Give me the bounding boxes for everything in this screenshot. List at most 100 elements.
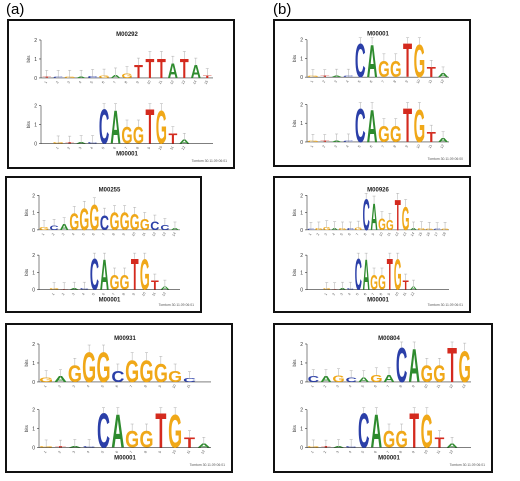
a2-bottom-x-tick-label: 8 bbox=[122, 292, 126, 296]
b2-top-y-tick-label: 0 bbox=[300, 228, 303, 234]
a1-top-letter: T bbox=[42, 77, 52, 78]
a1-top-letter: G bbox=[121, 73, 133, 80]
a1-bottom-letter: C bbox=[87, 142, 98, 144]
a3-bottom-x-tick-label: 4 bbox=[86, 450, 90, 454]
a2-top-x-tick-label: 1 bbox=[41, 233, 45, 237]
a2-bottom-letter: A bbox=[100, 250, 109, 299]
b3-top-letter: A bbox=[320, 375, 331, 384]
a3-top-letter: G bbox=[82, 344, 96, 391]
b1-bottom-letter: C bbox=[355, 99, 366, 153]
a2-bottom-y-axis-label: bits bbox=[24, 268, 29, 276]
b3-bottom-x-tick-label: 8 bbox=[399, 450, 403, 454]
a2-top-y-tick-label: 2 bbox=[32, 193, 35, 199]
a3-bottom-x-tick-label: 3 bbox=[72, 450, 76, 454]
b3-tomtom-note: Tomtom 30.11.09 06:01 bbox=[450, 463, 485, 467]
a1-top-x-tick-label: 6 bbox=[101, 81, 105, 85]
a2-bottom-x-tick-label: 4 bbox=[81, 292, 85, 296]
a1-bottom-x-tick-label: 7 bbox=[124, 146, 128, 150]
b3-bottom-letter: T bbox=[435, 435, 445, 451]
b2-bottom-x-tick-label: 8 bbox=[379, 292, 383, 296]
a1-top-x-tick-label: 7 bbox=[112, 81, 116, 85]
a1-top-y-tick-label: 0 bbox=[34, 76, 37, 82]
a2-bottom-letter: A bbox=[70, 288, 80, 290]
a2-bottom-x-tick-label: 2 bbox=[61, 292, 65, 296]
a1-top-letter: A bbox=[76, 77, 87, 79]
a2-top-x-tick-label: 6 bbox=[91, 233, 95, 237]
a1-top-x-tick-label: 1 bbox=[44, 81, 48, 85]
b3-top-letter: A bbox=[409, 340, 420, 392]
a3-top-letter: G bbox=[154, 359, 168, 388]
a2-bottom-x-tick-label: 5 bbox=[91, 292, 95, 296]
b1-bottom-x-tick-label: 10 bbox=[416, 144, 421, 149]
b3-top-x-tick-label: 1 bbox=[310, 385, 314, 389]
b1-top-y-tick-label: 0 bbox=[300, 75, 303, 81]
panel-b2: 012bitsC1G2G3A4G5C6G7C8A9G10G11T12G13A14… bbox=[273, 176, 471, 313]
a1-top-letter: A bbox=[168, 59, 178, 82]
a1-bottom-x-tick-label: 2 bbox=[67, 146, 71, 150]
logo-pair-b1: 012bitsG1T2A3C4C5A6G7G8T9G10T11A12M00001… bbox=[292, 32, 463, 161]
b3-bottom-x-tick-label: 12 bbox=[448, 449, 453, 454]
b2-top-x-tick-label: 8 bbox=[363, 233, 367, 237]
b3-bottom-x-tick-label: 3 bbox=[335, 450, 339, 454]
b1-top-letter: T bbox=[320, 76, 330, 77]
a1-bottom-x-tick-label: 11 bbox=[169, 146, 174, 151]
a1-bottom-y-tick-label: 1 bbox=[34, 123, 37, 129]
b2-bottom-y-tick-label: 1 bbox=[300, 270, 303, 276]
b1-top-x-tick-label: 10 bbox=[416, 79, 421, 84]
b1-bottom-y-tick-label: 2 bbox=[300, 103, 303, 109]
a2-top-y-axis-label: bits bbox=[24, 208, 29, 216]
a1-top-x-tick-label: 10 bbox=[146, 80, 151, 85]
a3-bottom-motif-name: M00001 bbox=[114, 456, 136, 462]
b3-top-letter: A bbox=[383, 373, 395, 385]
b1-top-x-tick-label: 6 bbox=[369, 80, 373, 84]
b1-bottom-letter: G bbox=[378, 122, 390, 148]
a1-bottom-x-tick-label: 9 bbox=[147, 146, 151, 150]
a1-top-x-tick-label: 11 bbox=[158, 80, 163, 85]
b3-bottom-y-axis-label: bits bbox=[292, 424, 297, 432]
b1-bottom-letter: C bbox=[343, 140, 354, 142]
b2-bottom-letter: A bbox=[363, 251, 370, 299]
a2-bottom-x-tick-label: 12 bbox=[161, 291, 166, 296]
b3-bottom-y-tick-label: 0 bbox=[300, 446, 303, 452]
a1-top-letter: G bbox=[98, 76, 109, 79]
a2-bottom-x-tick-label: 10 bbox=[141, 291, 146, 296]
b2-bottom-letter: G bbox=[394, 251, 402, 299]
b3-top-y-axis-label: bits bbox=[292, 359, 297, 367]
a2-top-logo: 012bitsG1C2A3G4G5G6C7G8G9G10G11C12C13A14… bbox=[24, 187, 180, 238]
b2-bottom-letter: G bbox=[323, 289, 331, 291]
b1-bottom-letter: G bbox=[390, 122, 402, 148]
panel-a1: 012bitsT1C2G3A4C5G6A7G8T9T10T11A12T13A14… bbox=[7, 19, 235, 169]
a1-top-y-axis-label: bits bbox=[26, 55, 31, 63]
b3-top-x-tick-label: 7 bbox=[386, 385, 390, 389]
b1-bottom-letter: G bbox=[414, 102, 426, 153]
b2-top-x-tick-label: 15 bbox=[418, 232, 423, 237]
b1-top-x-tick-label: 8 bbox=[393, 80, 397, 84]
a3-bottom-x-tick-label: 6 bbox=[115, 450, 119, 454]
a2-bottom-x-tick-label: 9 bbox=[132, 292, 136, 296]
b2-bottom-x-tick-label: 9 bbox=[387, 292, 391, 296]
a2-top-y-tick-label: 0 bbox=[32, 228, 35, 234]
b2-top-letter: G bbox=[441, 228, 449, 230]
a3-bottom-logo: 012bitsG1T2A3C4C5A6G7G8T9G10T11A12M00001 bbox=[24, 404, 211, 462]
a1-bottom-x-tick-label: 3 bbox=[78, 146, 82, 150]
a2-top-motif-name: M00255 bbox=[99, 187, 121, 193]
b1-bottom-letter: T bbox=[427, 130, 436, 146]
a1-top-x-tick-label: 15 bbox=[204, 80, 209, 85]
a3-top-x-tick-label: 4 bbox=[86, 385, 90, 389]
b2-bottom-letter: T bbox=[403, 278, 409, 293]
b3-top-y-tick-label: 0 bbox=[300, 380, 303, 386]
a3-bottom-letter: G bbox=[168, 405, 182, 458]
a1-top-x-tick-label: 14 bbox=[192, 80, 197, 85]
a2-bottom-y-tick-label: 1 bbox=[32, 270, 35, 276]
a2-bottom-letter: A bbox=[160, 286, 169, 292]
b3-top-motif-name: M00804 bbox=[378, 336, 400, 342]
a2-bottom-letter: G bbox=[120, 270, 130, 294]
b2-bottom-x-tick-label: 2 bbox=[332, 292, 336, 296]
a3-top-x-tick-label: 9 bbox=[158, 385, 162, 389]
a3-bottom-letter: T bbox=[184, 435, 195, 451]
b2-bottom-letter: A bbox=[410, 285, 418, 291]
b2-top-letter: G bbox=[315, 228, 323, 231]
a1-bottom-x-tick-label: 6 bbox=[112, 146, 116, 150]
b2-top-letter: A bbox=[370, 196, 377, 238]
